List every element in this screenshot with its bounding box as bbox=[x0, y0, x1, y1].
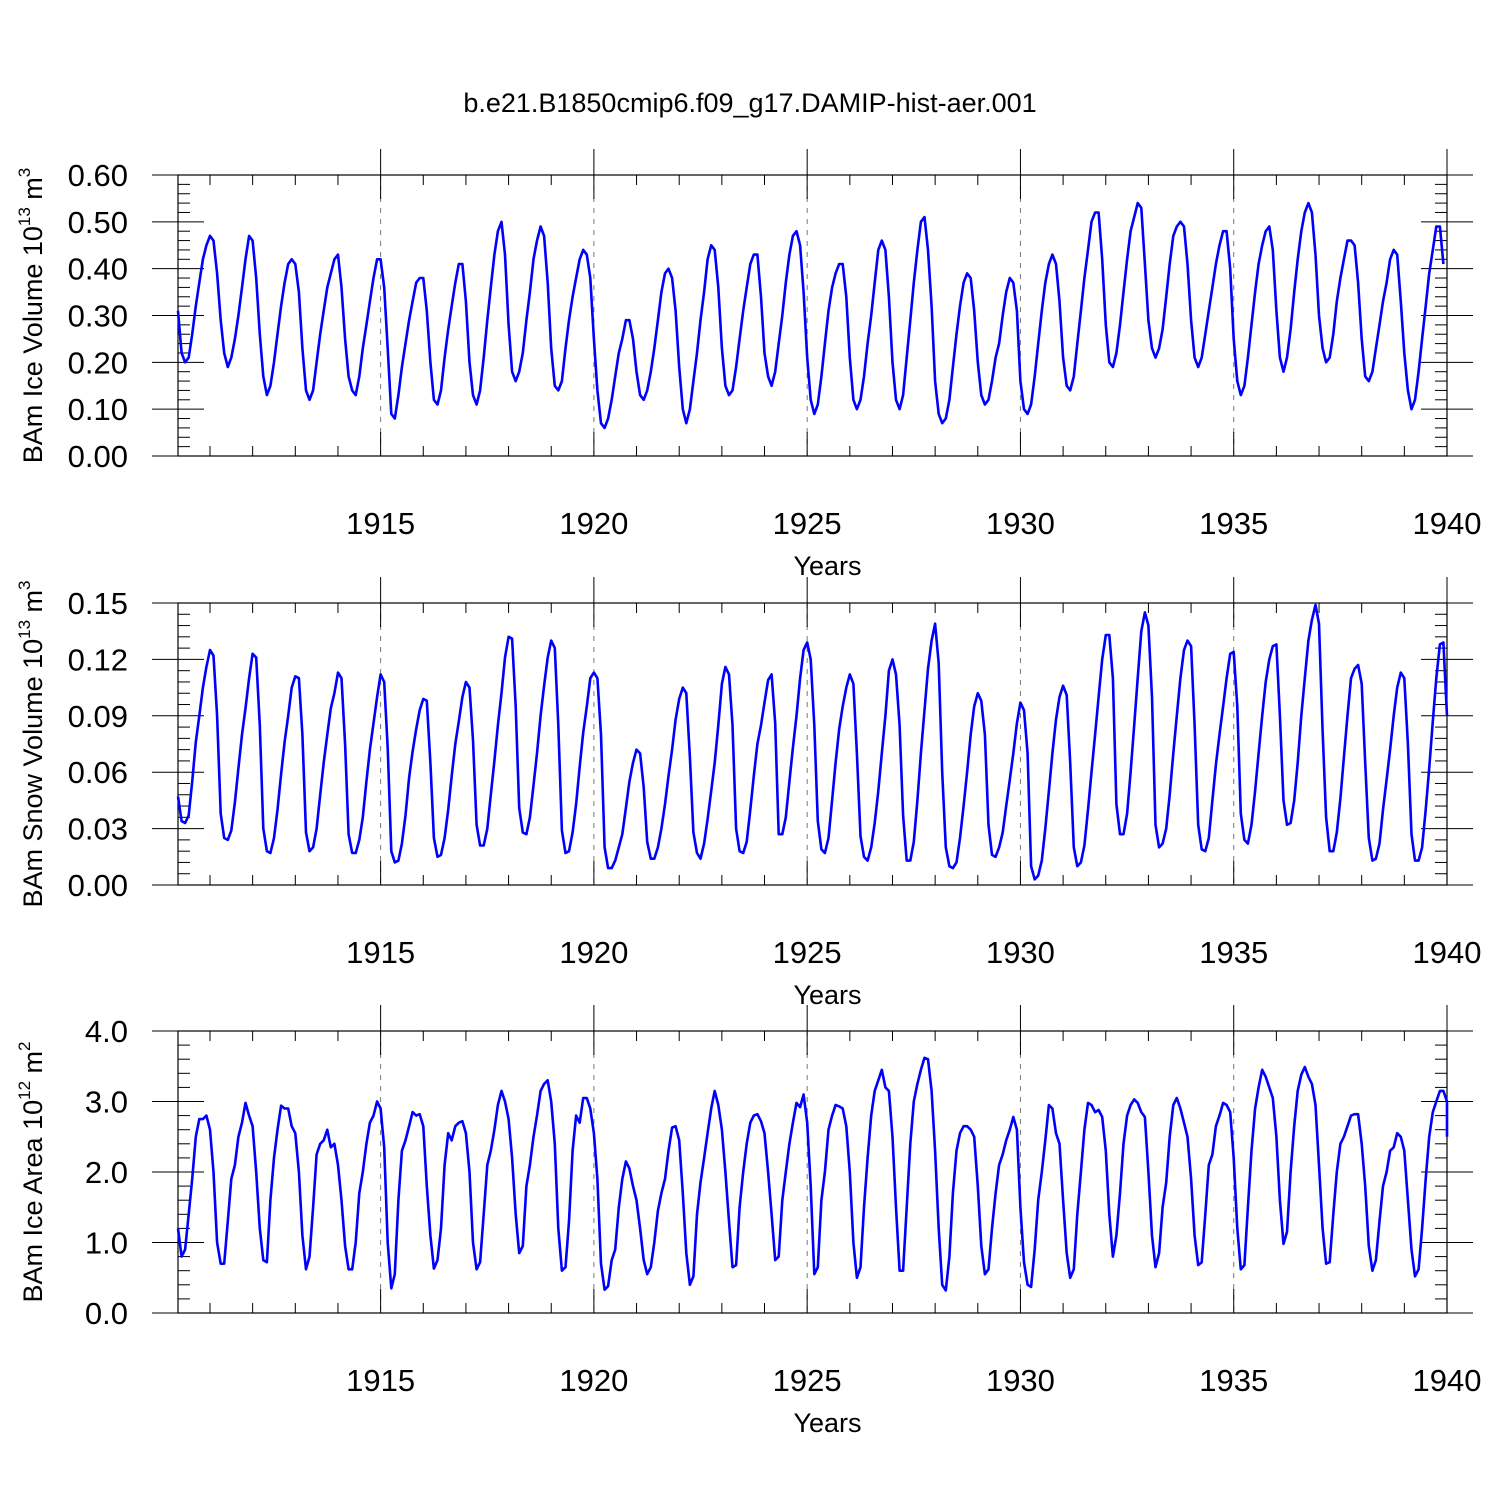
x-tick-label: 1920 bbox=[559, 935, 628, 970]
x-tick-label: 1915 bbox=[346, 1363, 415, 1398]
y-axis-label: BAm Ice Area 1012 m2 bbox=[15, 1042, 48, 1303]
y-tick-label: 0.00 bbox=[68, 439, 128, 474]
y-tick-label: 0.50 bbox=[68, 205, 128, 240]
chart-title: b.e21.B1850cmip6.f09_g17.DAMIP-hist-aer.… bbox=[463, 88, 1036, 118]
series-line-1 bbox=[176, 201, 1445, 430]
plot-frame bbox=[177, 1030, 1448, 1314]
y-tick-label: 0.10 bbox=[68, 392, 128, 427]
series-line-1 bbox=[176, 1056, 1449, 1292]
y-tick-label: 2.0 bbox=[85, 1155, 128, 1190]
y-tick-label: 1.0 bbox=[85, 1226, 128, 1261]
x-tick-label: 1930 bbox=[986, 506, 1055, 541]
x-tick-label: 1925 bbox=[773, 935, 842, 970]
panel-2: 0.00 0.03 0.06 0.09 0.12 0.15 1915 1920 1925 1930… bbox=[15, 577, 1481, 1010]
y-tick-label: 0.20 bbox=[68, 345, 128, 380]
y-tick-label: 0.03 bbox=[68, 812, 128, 847]
x-tick-label: 1935 bbox=[1199, 935, 1268, 970]
x-tick-label: 1930 bbox=[986, 935, 1055, 970]
x-tick-label: 1935 bbox=[1199, 506, 1268, 541]
x-tick-label: 1925 bbox=[773, 1363, 842, 1398]
y-tick-label: 0.06 bbox=[68, 755, 128, 790]
x-tick-label: 1940 bbox=[1413, 506, 1482, 541]
y-tick-label: 3.0 bbox=[85, 1085, 128, 1120]
x-tick-label: 1935 bbox=[1199, 1363, 1268, 1398]
x-tick-label: 1940 bbox=[1413, 935, 1482, 970]
panel-1: 0.00 0.10 0.20 0.30 0.40 0.50 0.60 1915 1920 1925… bbox=[15, 149, 1481, 581]
x-tick-label: 1930 bbox=[986, 1363, 1055, 1398]
x-tick-label: 1920 bbox=[559, 506, 628, 541]
x-tick-label: 1925 bbox=[773, 506, 842, 541]
y-axis-label: BAm Ice Volume 1013 m3 bbox=[15, 168, 48, 464]
x-tick-label: 1915 bbox=[346, 935, 415, 970]
y-tick-label: 0.40 bbox=[68, 252, 128, 287]
x-axis-label: Years bbox=[793, 1408, 861, 1438]
x-tick-label: 1920 bbox=[559, 1363, 628, 1398]
panel-3: 0.0 1.0 2.0 3.0 4.0 1915 1920 1925 1930 1935 1940 Y… bbox=[15, 1005, 1481, 1438]
y-tick-label: 0.00 bbox=[68, 868, 128, 903]
x-axis-label: Years bbox=[793, 980, 861, 1010]
x-axis-label: Years bbox=[793, 551, 861, 581]
x-tick-label: 1915 bbox=[346, 506, 415, 541]
y-tick-label: 4.0 bbox=[85, 1014, 128, 1049]
y-tick-label: 0.12 bbox=[68, 642, 128, 677]
y-tick-label: 0.30 bbox=[68, 299, 128, 334]
plot-frame bbox=[177, 602, 1448, 886]
y-tick-label: 0.60 bbox=[68, 158, 128, 193]
x-tick-label: 1940 bbox=[1413, 1363, 1482, 1398]
y-tick-label: 0.09 bbox=[68, 699, 128, 734]
series-line-1 bbox=[176, 603, 1449, 881]
y-tick-label: 0.15 bbox=[68, 586, 128, 621]
y-tick-label: 0.0 bbox=[85, 1296, 128, 1331]
y-axis-label: BAm Snow Volume 1013 m3 bbox=[15, 580, 48, 907]
